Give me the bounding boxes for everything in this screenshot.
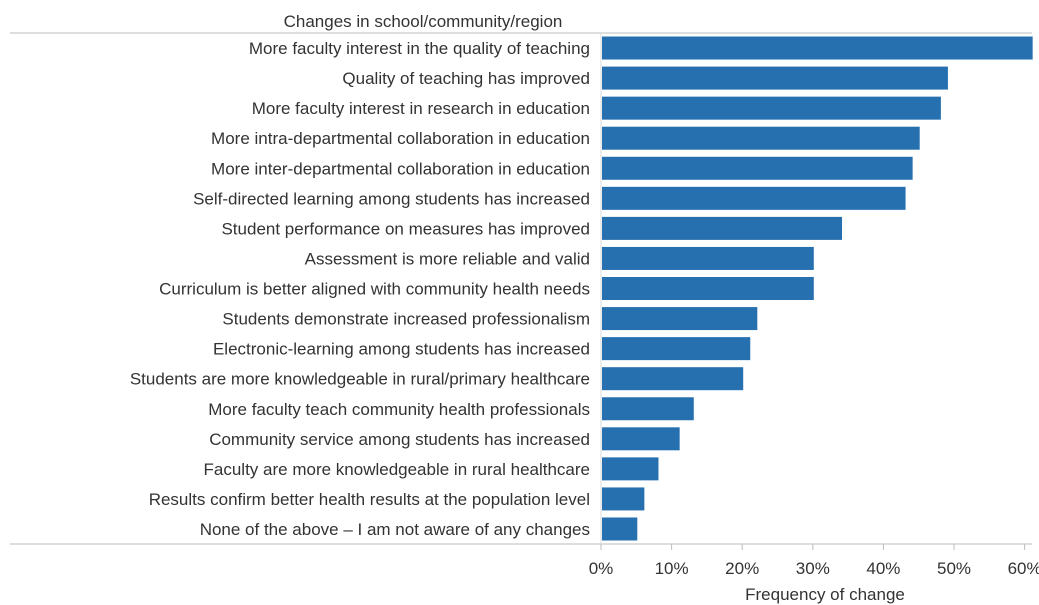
category-label-results-confirm-better-health-results-at-the-population-level: Results confirm better health results at… — [149, 490, 590, 509]
category-header: Changes in school/community/region — [284, 12, 563, 31]
bar-curriculum-is-better-aligned-with-community-health-needs — [602, 277, 814, 301]
bar-more-faculty-interest-in-the-quality-of-teaching — [602, 36, 1033, 60]
bar-more-faculty-teach-community-health-professionals — [602, 397, 694, 421]
x-axis-title: Frequency of change — [745, 585, 905, 604]
bar-none-of-the-above-i-am-not-aware-of-any-changes — [602, 517, 638, 541]
bar-quality-of-teaching-has-improved — [602, 66, 948, 90]
bar-assessment-is-more-reliable-and-valid — [602, 246, 814, 270]
category-label-students-are-more-knowledgeable-in-rural-primary-healthcare: Students are more knowledgeable in rural… — [130, 370, 590, 389]
bar-results-confirm-better-health-results-at-the-population-level — [602, 487, 645, 511]
x-tick-label: 10% — [655, 559, 689, 578]
category-label-self-directed-learning-among-students-has-increased: Self-directed learning among students ha… — [193, 189, 590, 208]
x-tick-label: 60% — [1008, 559, 1039, 578]
category-label-none-of-the-above-i-am-not-aware-of-any-changes: None of the above – I am not aware of an… — [200, 520, 590, 539]
x-tick-label: 0% — [589, 559, 614, 578]
bar-students-are-more-knowledgeable-in-rural-primary-healthcare — [602, 367, 744, 391]
category-label-faculty-are-more-knowledgeable-in-rural-healthcare: Faculty are more knowledgeable in rural … — [204, 460, 590, 479]
category-label-community-service-among-students-has-increased: Community service among students has inc… — [209, 430, 590, 449]
category-label-curriculum-is-better-aligned-with-community-health-needs: Curriculum is better aligned with commun… — [159, 280, 590, 299]
category-label-more-intra-departmental-collaboration-in-education: More intra-departmental collaboration in… — [211, 129, 590, 148]
category-label-quality-of-teaching-has-improved: Quality of teaching has improved — [342, 69, 590, 88]
bar-self-directed-learning-among-students-has-increased — [602, 186, 906, 210]
bar-more-faculty-interest-in-research-in-education — [602, 96, 941, 120]
x-tick-label: 40% — [866, 559, 900, 578]
x-tick-label: 20% — [725, 559, 759, 578]
x-tick-label: 30% — [796, 559, 830, 578]
bar-community-service-among-students-has-increased — [602, 427, 680, 451]
category-label-more-faculty-interest-in-the-quality-of-teaching: More faculty interest in the quality of … — [249, 39, 590, 58]
bar-student-performance-on-measures-has-improved — [602, 216, 843, 240]
bars — [602, 36, 1033, 541]
x-tick-label: 50% — [937, 559, 971, 578]
x-axis: 0% 10% 20% 30% 40% 50% 60% — [589, 544, 1039, 578]
category-label-assessment-is-more-reliable-and-valid: Assessment is more reliable and valid — [305, 249, 590, 268]
category-label-electronic-learning-among-students-has-increased: Electronic-learning among students has i… — [213, 340, 590, 359]
bar-faculty-are-more-knowledgeable-in-rural-healthcare — [602, 457, 659, 481]
bar-more-intra-departmental-collaboration-in-education — [602, 126, 920, 150]
bar-more-inter-departmental-collaboration-in-education — [602, 156, 913, 180]
category-label-students-demonstrate-increased-professionalism: Students demonstrate increased professio… — [222, 310, 590, 329]
bar-electronic-learning-among-students-has-increased — [602, 337, 751, 361]
category-label-more-faculty-teach-community-health-professionals: More faculty teach community health prof… — [208, 400, 590, 419]
bar-students-demonstrate-increased-professionalism — [602, 307, 758, 331]
category-label-more-inter-departmental-collaboration-in-education: More inter-departmental collaboration in… — [211, 159, 590, 178]
category-labels: More faculty interest in the quality of … — [130, 39, 590, 539]
category-label-student-performance-on-measures-has-improved: Student performance on measures has impr… — [221, 219, 590, 238]
category-label-more-faculty-interest-in-research-in-education: More faculty interest in research in edu… — [252, 99, 590, 118]
